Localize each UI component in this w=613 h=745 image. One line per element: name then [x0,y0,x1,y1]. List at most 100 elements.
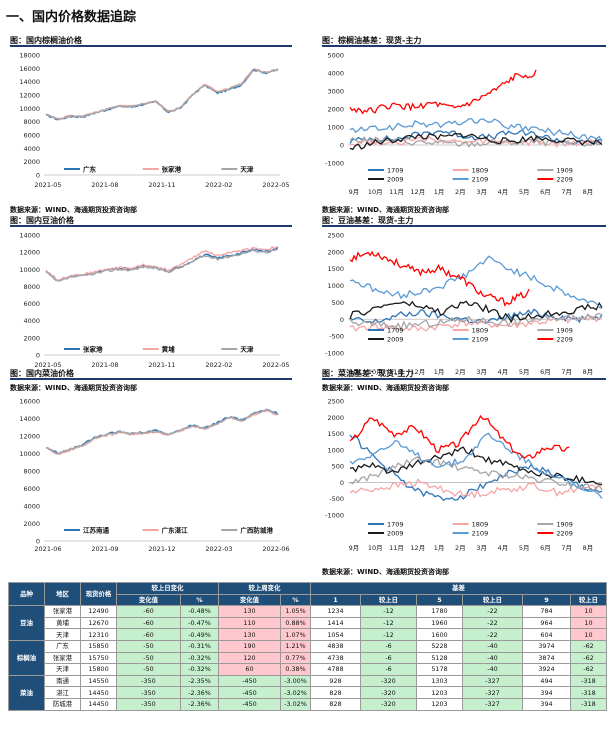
soy-basis-chart: -1000 -500 0 500 1000 1500 2000 2500 9月 10月 11月 12月… [325,232,603,376]
table-cell: -327 [462,674,523,688]
y-tick-label: -1000 [325,160,344,168]
x-tick-label: 3月 [476,188,487,196]
x-tick-label: 3月 [476,544,487,552]
table-row: 菜油 南通 14550 -350 -2.35% -450 -3.00% 928 -320 1303… [8,674,607,711]
table-cell: -450 [218,674,281,688]
legend-label: 天津 [240,165,254,174]
y-tick-label: 2000 [23,158,40,166]
table-cell: -2.36% [180,697,219,711]
legend-label: 2209 [556,176,573,184]
x-tick-label: 1月 [434,544,445,552]
chart-title-palm-price: 图：国内棕榈油价格 [10,36,82,45]
table-cell: -0.31% [180,639,219,653]
y-tick-label: 4000 [23,503,40,511]
legend-label: 天津 [240,345,254,354]
table-cell: -350 [116,697,181,711]
table-cell: 4788 [310,663,361,676]
legend-label: 2109 [472,530,489,538]
table-cell: 928 [310,674,361,688]
series-line-天津 [45,68,279,120]
series-line-1709 [349,434,603,502]
table-cell: 5128 [416,651,463,665]
y-tick-label: 3000 [327,88,344,96]
series-line-天津 [45,248,279,282]
table-cell: 南通 [44,674,81,688]
table-cell: 110 [218,616,281,630]
title-rule [10,225,292,227]
table-row: 豆油 张家港 12490 -60 -0.48% 130 1.05% 1234 -12 1780 -2… [8,605,607,641]
table-cell: 14450 [80,697,117,711]
legend-label: 1809 [472,521,489,529]
table-row: 天津 12310 -60 -0.49% 130 1.07% 1054 -12 1600 -22 60… [9,628,607,641]
table-cell: -22 [462,605,523,618]
table-cell: 4738 [310,651,361,665]
price-data-table: 品种 地区 现货价格 较上日变化 较上周变化 基差 变化值% 变化值% 1 较上日 5 较上日 9 较上日… [8,581,607,711]
y-tick-label: 12000 [19,433,40,441]
y-tick-label: 1000 [327,282,344,290]
table-cell: 变化值 [218,593,281,607]
x-tick-label: 12月 [410,368,425,376]
y-tick-label: 2000 [327,106,344,114]
table-cell: 1234 [310,605,361,618]
table-cell: 828 [310,697,361,711]
soy-price-chart: 0 2000 4000 6000 8000 10000 12000 14000 2021-05 2… [19,232,289,370]
table-cell: 4838 [310,639,361,653]
table-cell: 较上日 [462,593,523,607]
table-cell: 15750 [80,651,117,665]
legend-label: 2109 [472,336,489,344]
table-cell: 394 [522,686,571,699]
x-tick-label: 8月 [583,544,594,552]
table-cell: 12490 [80,605,117,618]
series-line-2009 [349,446,603,486]
table-cell: 1203 [416,697,463,711]
table-cell: -350 [116,674,181,688]
legend-label: 江苏南通 [83,526,110,535]
table-cell: 3974 [522,639,571,653]
legend-label: 2209 [556,336,573,344]
legend-label: 1809 [472,167,489,175]
y-tick-label: 1000 [327,446,344,454]
title-rule [10,378,292,380]
series-line-江苏南通 [45,408,279,455]
legend-label: 2109 [472,176,489,184]
x-tick-label: 2022-06 [262,545,289,553]
chart-title-soy-price: 图：国内豆油价格 [10,216,74,225]
table-cell: -350 [116,686,181,699]
table-cell: -327 [462,697,523,711]
chart-title-rapeseed-price: 图：国内菜油价格 [10,369,74,378]
y-tick-label: 12000 [19,249,40,257]
palm-basis-chart: -1000 0 1000 2000 3000 4000 5000 9月 10月 11月 12月 1月 2… [325,52,603,196]
table-cell: 10 [570,605,607,618]
table-cell: -6 [360,651,417,665]
table-cell: -0.49% [180,628,219,641]
table-cell: -62 [570,639,607,653]
y-tick-label: -1000 [325,512,344,520]
table-cell: 10 [570,616,607,630]
table-cell: -0.32% [180,651,219,665]
table-cell: 828 [310,686,361,699]
x-tick-label: 3月 [476,368,487,376]
table-cell: -2.36% [180,686,219,699]
table-cell: -50 [116,663,181,676]
source-note: 数据来源：WIND、海通期货投资咨询部 [10,384,137,392]
table-cell: 棕榈油 [8,639,45,676]
table-cell: 120 [218,651,281,665]
table-cell: -22 [462,616,523,630]
y-tick-label: 4000 [23,317,40,325]
x-tick-label: 5月 [519,544,530,552]
x-tick-label: 12月 [410,544,425,552]
table-cell: 1203 [416,686,463,699]
table-cell: 15850 [80,639,117,653]
table-row: 黄埔 12670 -60 -0.47% 110 0.88% 1414 -12 1960 -22 96… [9,616,607,630]
table-cell: 1 [310,593,361,607]
x-tick-label: 2021-11 [148,181,175,189]
table-cell: -3.02% [280,697,311,711]
table-cell: -60 [116,628,181,641]
table-cell: 5 [416,593,463,607]
table-cell: 0.88% [280,616,311,630]
table-cell: -12 [360,616,417,630]
table-header-row: 品种 地区 现货价格 较上日变化 较上周变化 基差 [8,581,607,607]
y-tick-label: 8000 [23,468,40,476]
table-cell: -6 [360,663,417,676]
y-tick-label: 6000 [23,485,40,493]
